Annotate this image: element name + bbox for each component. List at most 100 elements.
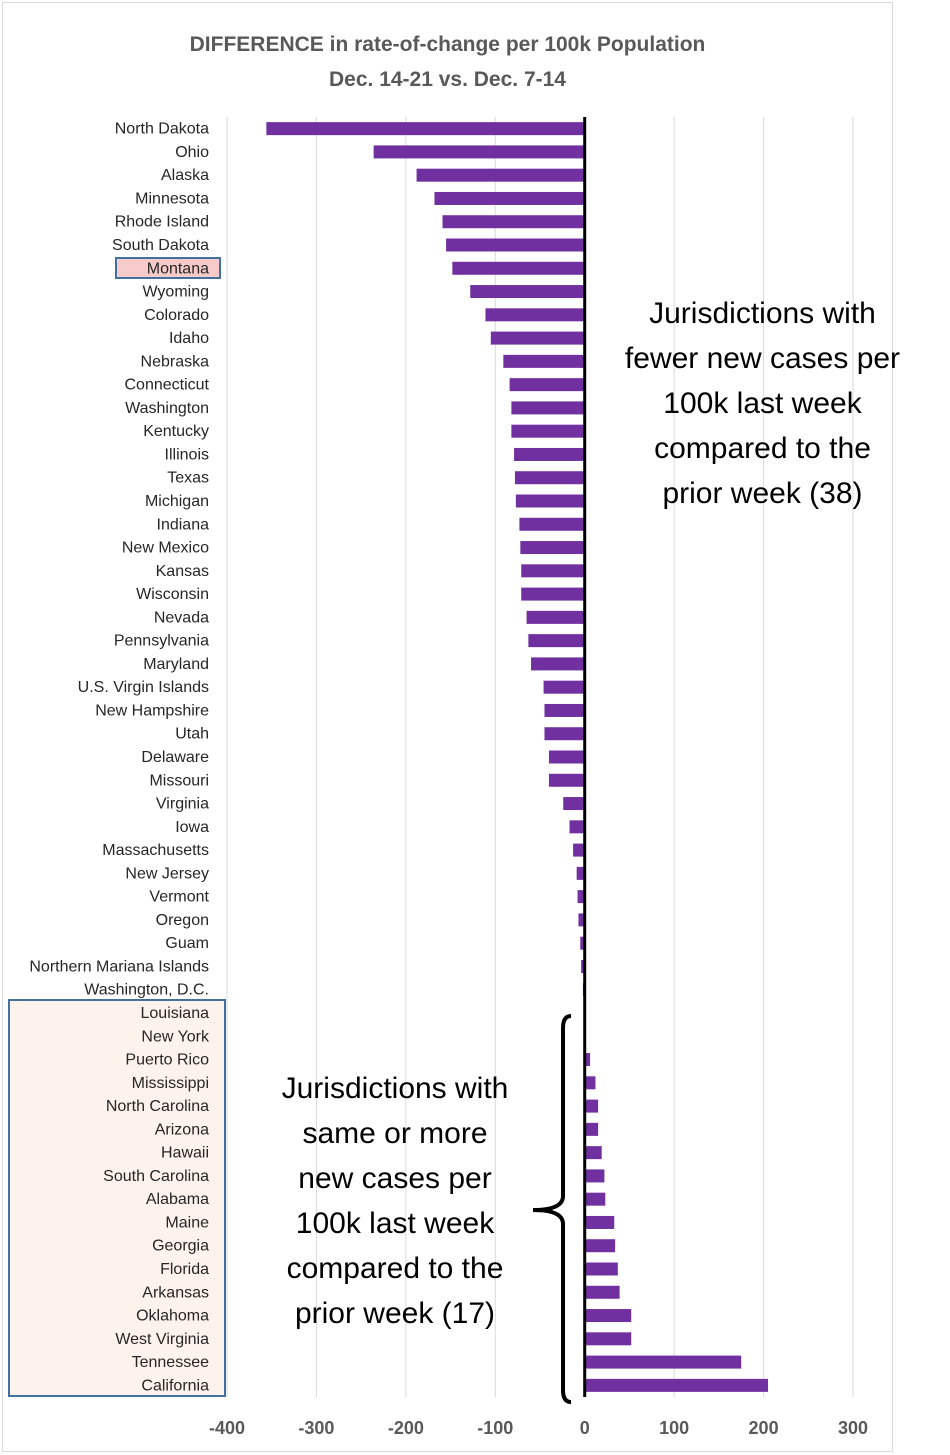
category-label: Puerto Rico (125, 1052, 209, 1069)
category-label: Alabama (146, 1191, 209, 1208)
bar (434, 191, 585, 205)
annotation-fewer-line: 100k last week (663, 387, 862, 420)
category-label: Colorado (144, 307, 209, 324)
x-tick-label: -300 (298, 1418, 334, 1438)
category-label: Indiana (157, 516, 210, 533)
bar (581, 959, 585, 973)
category-label: New Mexico (122, 540, 209, 557)
x-tick-label: -400 (209, 1418, 245, 1438)
category-label: New York (141, 1028, 210, 1045)
category-label: Rhode Island (115, 214, 209, 231)
x-tick-label: 200 (749, 1418, 779, 1438)
category-label: West Virginia (115, 1331, 209, 1348)
bar (584, 1122, 599, 1136)
bar (509, 378, 585, 392)
bar (521, 587, 585, 601)
bar (452, 261, 585, 275)
bar (531, 657, 585, 671)
bar (584, 1309, 632, 1323)
bar (548, 773, 585, 787)
bar (521, 564, 585, 578)
x-tick-label: 0 (580, 1418, 590, 1438)
category-label: Oregon (156, 912, 209, 929)
increase-group-box (8, 999, 226, 1397)
category-label: Delaware (141, 749, 209, 766)
annotation-fewer-line: fewer new cases per (624, 342, 901, 375)
category-label: Florida (160, 1261, 209, 1278)
bar (569, 820, 585, 834)
bar (548, 750, 585, 764)
category-label: Kansas (156, 563, 209, 580)
bar (490, 331, 585, 345)
category-label: Alaska (161, 167, 209, 184)
bar (584, 1378, 769, 1392)
chart-frame (2, 2, 893, 1452)
bar (584, 1146, 602, 1160)
category-label: California (141, 1377, 209, 1394)
category-label: Wisconsin (136, 586, 209, 603)
category-label: Virginia (156, 796, 209, 813)
category-label: New Hampshire (95, 702, 209, 719)
bar (544, 727, 585, 741)
bar (584, 1076, 596, 1090)
annotation-more-line: Jurisdictions with (281, 1072, 509, 1105)
category-label: Montana (147, 260, 209, 277)
category-label: Kentucky (143, 423, 209, 440)
bar (584, 1169, 605, 1183)
bar (470, 285, 585, 299)
bar (416, 168, 585, 182)
x-tick-label: -200 (388, 1418, 424, 1438)
bar (584, 1285, 620, 1299)
bar (373, 145, 585, 159)
category-label: Mississippi (132, 1075, 209, 1092)
bar (543, 680, 585, 694)
annotation-more-line: new cases per (298, 1162, 492, 1195)
bar (584, 1262, 618, 1276)
annotation-more-line: 100k last week (295, 1207, 495, 1240)
bar (573, 843, 585, 857)
bar (563, 797, 585, 811)
category-label: Hawaii (161, 1145, 209, 1162)
bar (576, 866, 585, 880)
category-label: Washington, D.C. (84, 982, 209, 999)
x-tick-label: 300 (838, 1418, 868, 1438)
bar (544, 703, 585, 717)
annotation-more-line: same or more (302, 1117, 488, 1150)
annotation-more-line: prior week (17) (294, 1297, 496, 1330)
bar (519, 517, 585, 531)
category-label: Massachusetts (102, 842, 209, 859)
category-label: Nebraska (141, 353, 210, 370)
category-label: Wyoming (142, 284, 209, 301)
bar (515, 494, 585, 508)
category-label: Connecticut (125, 377, 210, 394)
category-label: Oklahoma (136, 1308, 209, 1325)
bar (584, 1355, 742, 1369)
bar (485, 308, 585, 322)
category-label: Ohio (175, 144, 209, 161)
bar (580, 936, 585, 950)
bar (528, 634, 585, 648)
bar (266, 122, 585, 136)
category-label: Guam (165, 935, 209, 952)
category-label: Vermont (149, 889, 209, 906)
category-label: North Dakota (115, 121, 209, 138)
category-label: Northern Mariana Islands (29, 958, 209, 975)
category-label: Iowa (175, 819, 209, 836)
bar (514, 471, 585, 485)
x-tick-label: 100 (659, 1418, 689, 1438)
category-label: Arkansas (142, 1284, 209, 1301)
x-tick-label: -100 (477, 1418, 513, 1438)
chart-subtitle: Dec. 14-21 vs. Dec. 7-14 (329, 68, 566, 91)
bar (584, 1053, 591, 1067)
annotation-more-line: compared to the (286, 1252, 504, 1285)
annotation-fewer: Jurisdictions with fewer new cases per 1… (600, 291, 925, 516)
bar (526, 610, 585, 624)
chart-title: DIFFERENCE in rate-of-change per 100k Po… (189, 33, 706, 56)
category-label: Tennessee (132, 1354, 209, 1371)
bar (503, 354, 585, 368)
annotation-same-or-more: Jurisdictions with same or more new case… (255, 1066, 535, 1336)
bar (577, 890, 585, 904)
category-label: South Carolina (103, 1168, 209, 1185)
category-label: Utah (175, 726, 209, 743)
